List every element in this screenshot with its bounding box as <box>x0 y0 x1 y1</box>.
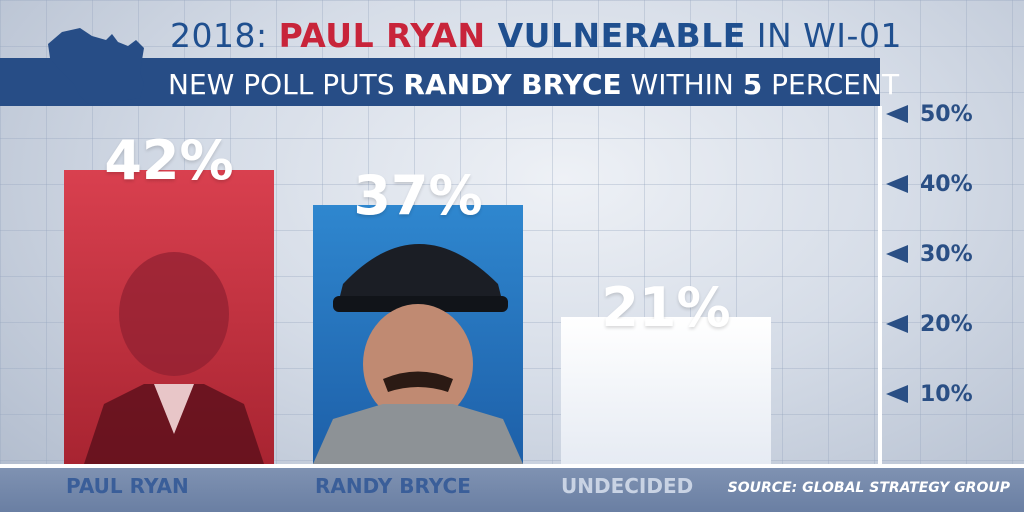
y-axis-line <box>878 106 882 466</box>
y-tick-text: 10% <box>920 381 973 407</box>
source-note: SOURCE: GLOBAL STRATEGY GROUP <box>727 480 1010 496</box>
wisconsin-map-icon <box>48 28 144 104</box>
y-tick-text: 20% <box>920 311 973 337</box>
bar-randy-bryce <box>313 205 523 464</box>
tick-arrow-icon <box>886 385 908 403</box>
bar-value-label: 42% <box>104 129 234 192</box>
y-tick-label: 40% <box>886 169 1016 199</box>
title-vulnerable: VULNERABLE <box>485 16 746 55</box>
tick-arrow-icon <box>886 105 908 123</box>
y-tick-label: 20% <box>886 309 1016 339</box>
page-title: 2018: PAUL RYAN VULNERABLE IN WI-01 <box>170 16 902 55</box>
title-name: PAUL RYAN <box>278 16 486 55</box>
y-tick-label: 30% <box>886 239 1016 269</box>
y-tick-text: 40% <box>920 171 973 197</box>
subtitle-name: RANDY BRYCE <box>403 68 622 101</box>
subtitle-prefix: NEW POLL PUTS <box>168 68 404 101</box>
subtitle-mid: WITHIN <box>621 68 743 101</box>
footer-band <box>0 468 1024 512</box>
bar-value-label: 21% <box>601 276 731 339</box>
tick-arrow-icon <box>886 175 908 193</box>
title-suffix: IN WI-01 <box>745 16 902 55</box>
tick-arrow-icon <box>886 245 908 263</box>
y-tick-text: 30% <box>920 241 973 267</box>
subtitle: NEW POLL PUTS RANDY BRYCE WITHIN 5 PERCE… <box>168 68 899 101</box>
category-label: RANDY BRYCE <box>315 474 471 498</box>
bar-value-label: 37% <box>353 164 483 227</box>
subtitle-suffix: PERCENT <box>762 68 900 101</box>
x-axis-baseline <box>0 464 1024 468</box>
bar-paul-ryan <box>64 170 274 464</box>
candidate-portrait-icon <box>84 252 264 464</box>
y-tick-label: 50% <box>886 99 1016 129</box>
y-tick-label: 10% <box>886 379 1016 409</box>
title-prefix: 2018: <box>170 16 279 55</box>
category-label: UNDECIDED <box>561 474 694 498</box>
bar-undecided <box>561 317 771 464</box>
subtitle-number: 5 <box>742 68 763 101</box>
y-tick-text: 50% <box>920 101 973 127</box>
subtitle-bar <box>0 58 880 106</box>
candidate-portrait-icon <box>313 244 523 464</box>
tick-arrow-icon <box>886 315 908 333</box>
category-label: PAUL RYAN <box>66 474 189 498</box>
